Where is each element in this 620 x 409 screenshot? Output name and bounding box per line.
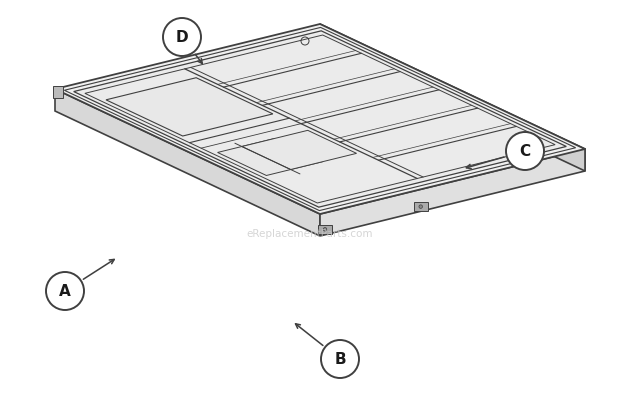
Polygon shape <box>85 36 555 204</box>
Polygon shape <box>106 79 273 137</box>
Circle shape <box>323 228 327 231</box>
Polygon shape <box>55 25 585 214</box>
Polygon shape <box>242 131 356 170</box>
Polygon shape <box>414 203 428 211</box>
Text: D: D <box>175 30 188 45</box>
Polygon shape <box>320 150 585 236</box>
Polygon shape <box>74 32 566 208</box>
Polygon shape <box>318 225 332 234</box>
Text: A: A <box>59 284 71 299</box>
Polygon shape <box>320 25 585 172</box>
Circle shape <box>46 272 84 310</box>
Circle shape <box>419 205 422 209</box>
Text: eReplacementParts.com: eReplacementParts.com <box>247 228 373 238</box>
Text: C: C <box>520 144 531 159</box>
Circle shape <box>506 133 544 171</box>
Polygon shape <box>218 139 322 176</box>
Polygon shape <box>53 87 63 99</box>
Circle shape <box>163 19 201 57</box>
Polygon shape <box>55 90 320 236</box>
Circle shape <box>321 340 359 378</box>
Text: B: B <box>334 352 346 366</box>
